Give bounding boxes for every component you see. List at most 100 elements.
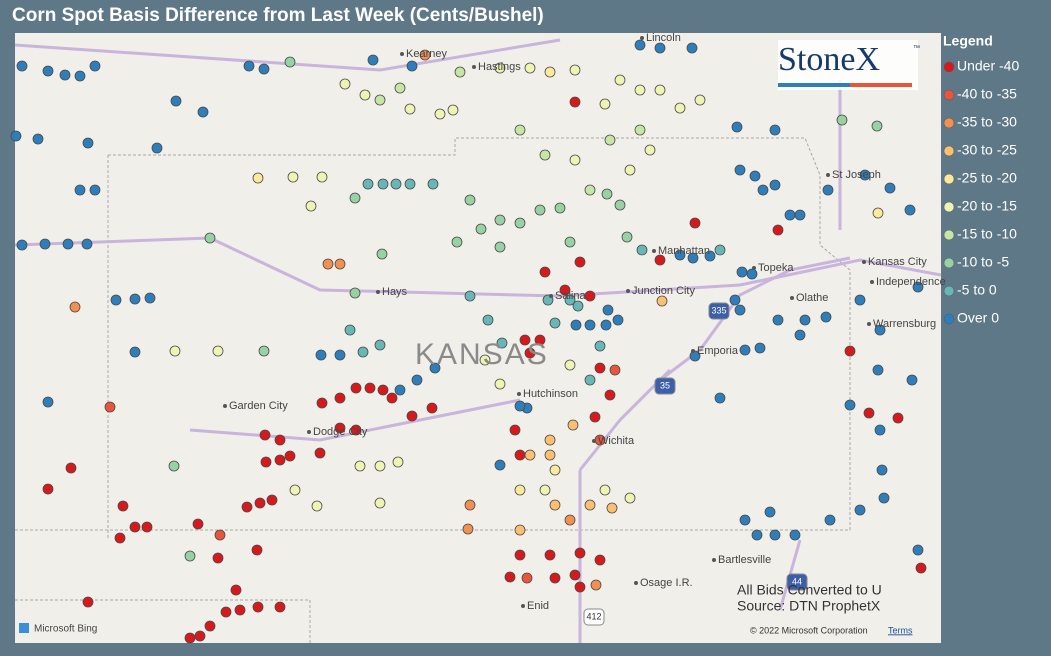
bid-dot — [258, 345, 270, 357]
highway-shield — [583, 608, 605, 626]
place-marker — [517, 392, 521, 396]
place-label: Lincoln — [646, 32, 681, 44]
bid-dot — [734, 304, 746, 316]
bid-dot — [334, 349, 346, 361]
bid-dot — [419, 49, 431, 61]
legend-label: -10 to -5 — [957, 254, 1009, 270]
bid-dot — [254, 497, 266, 509]
bid-dot — [394, 82, 406, 94]
bid-dot — [601, 188, 613, 200]
place-marker — [691, 349, 695, 353]
bid-dot — [334, 258, 346, 270]
bid-dot — [574, 581, 586, 593]
bid-dot — [454, 66, 466, 78]
bid-dot — [362, 178, 374, 190]
bid-dot — [854, 294, 866, 306]
bid-dot — [241, 501, 253, 513]
bid-dots — [10, 39, 927, 644]
bid-dot — [644, 144, 656, 156]
bid-dot — [789, 529, 801, 541]
bid-dot — [892, 412, 904, 424]
bid-dot — [494, 241, 506, 253]
bid-dot — [524, 62, 536, 74]
bid-dot — [357, 346, 369, 358]
legend-swatch — [943, 61, 955, 73]
bid-dot — [734, 164, 746, 176]
bid-dot — [687, 252, 699, 264]
place-label: Topeka — [758, 262, 794, 274]
place-marker — [640, 36, 644, 40]
bid-dot — [514, 484, 526, 496]
bid-dot — [204, 620, 216, 632]
place-label: Warrensburg — [873, 318, 936, 330]
bing: Microsoft Bing — [34, 624, 97, 635]
bid-dot — [904, 204, 916, 216]
bid-dot — [584, 374, 596, 386]
bid-dot — [614, 74, 626, 86]
bid-dot — [104, 401, 116, 413]
bid-dot — [549, 499, 561, 511]
bid-dot — [764, 506, 776, 518]
place-label: Manhattan — [658, 245, 710, 257]
bid-dot — [16, 60, 28, 72]
bid-dot — [544, 66, 556, 78]
bid-dot — [220, 606, 232, 618]
bid-dot — [62, 238, 74, 250]
bid-dot — [794, 209, 806, 221]
place-label: Olathe — [796, 292, 828, 304]
bid-dot — [524, 449, 536, 461]
bid-dot — [863, 407, 875, 419]
bid-dot — [736, 266, 748, 278]
bid-dot — [589, 411, 601, 423]
bid-dot — [874, 424, 886, 436]
bid-dot — [539, 266, 551, 278]
bid-dot — [434, 108, 446, 120]
terms[interactable]: Terms — [888, 625, 913, 635]
legend-label: -40 to -35 — [957, 86, 1017, 102]
bid-dot — [606, 502, 618, 514]
bid-dot — [260, 456, 272, 468]
bid-dot — [496, 337, 508, 349]
bid-dot — [572, 300, 584, 312]
bid-dot — [359, 89, 371, 101]
bid-dot — [739, 514, 751, 526]
bid-dot — [214, 529, 226, 541]
place-label: Dodge City — [313, 426, 368, 438]
place-label: Enid — [527, 600, 549, 612]
bid-dot — [636, 244, 648, 256]
bid-dot — [168, 460, 180, 472]
bid-dot — [521, 572, 533, 584]
bid-dot — [876, 464, 888, 476]
bid-dot — [859, 169, 871, 181]
bid-dot — [906, 374, 918, 386]
bid-dot — [374, 497, 386, 509]
bid-dot — [89, 184, 101, 196]
bid-dot — [42, 483, 54, 495]
bid-dot — [339, 78, 351, 90]
bid-dot — [534, 334, 546, 346]
bid-dot — [539, 484, 551, 496]
bid-dot — [539, 149, 551, 161]
bid-dot — [604, 134, 616, 146]
copyright: © 2022 Microsoft Corporation — [750, 625, 868, 635]
bid-dot — [89, 60, 101, 72]
bid-dot — [599, 484, 611, 496]
bid-dot — [878, 492, 890, 504]
bid-dot — [212, 345, 224, 357]
bid-dot — [204, 232, 216, 244]
bid-dot — [354, 460, 366, 472]
bid-dot — [564, 514, 576, 526]
bid-dot — [634, 39, 646, 51]
bid-dot — [184, 632, 196, 644]
bid-dot — [451, 236, 463, 248]
bid-dot — [386, 392, 398, 404]
legend-label: Under -40 — [957, 58, 1019, 74]
bid-dot — [462, 523, 474, 535]
place-label: Garden City — [229, 400, 288, 412]
place-marker — [870, 280, 874, 284]
bid-dot — [316, 171, 328, 183]
bid-dot — [69, 301, 81, 313]
bid-dot — [634, 84, 646, 96]
bid-dot — [514, 524, 526, 536]
bid-dot — [746, 268, 758, 280]
